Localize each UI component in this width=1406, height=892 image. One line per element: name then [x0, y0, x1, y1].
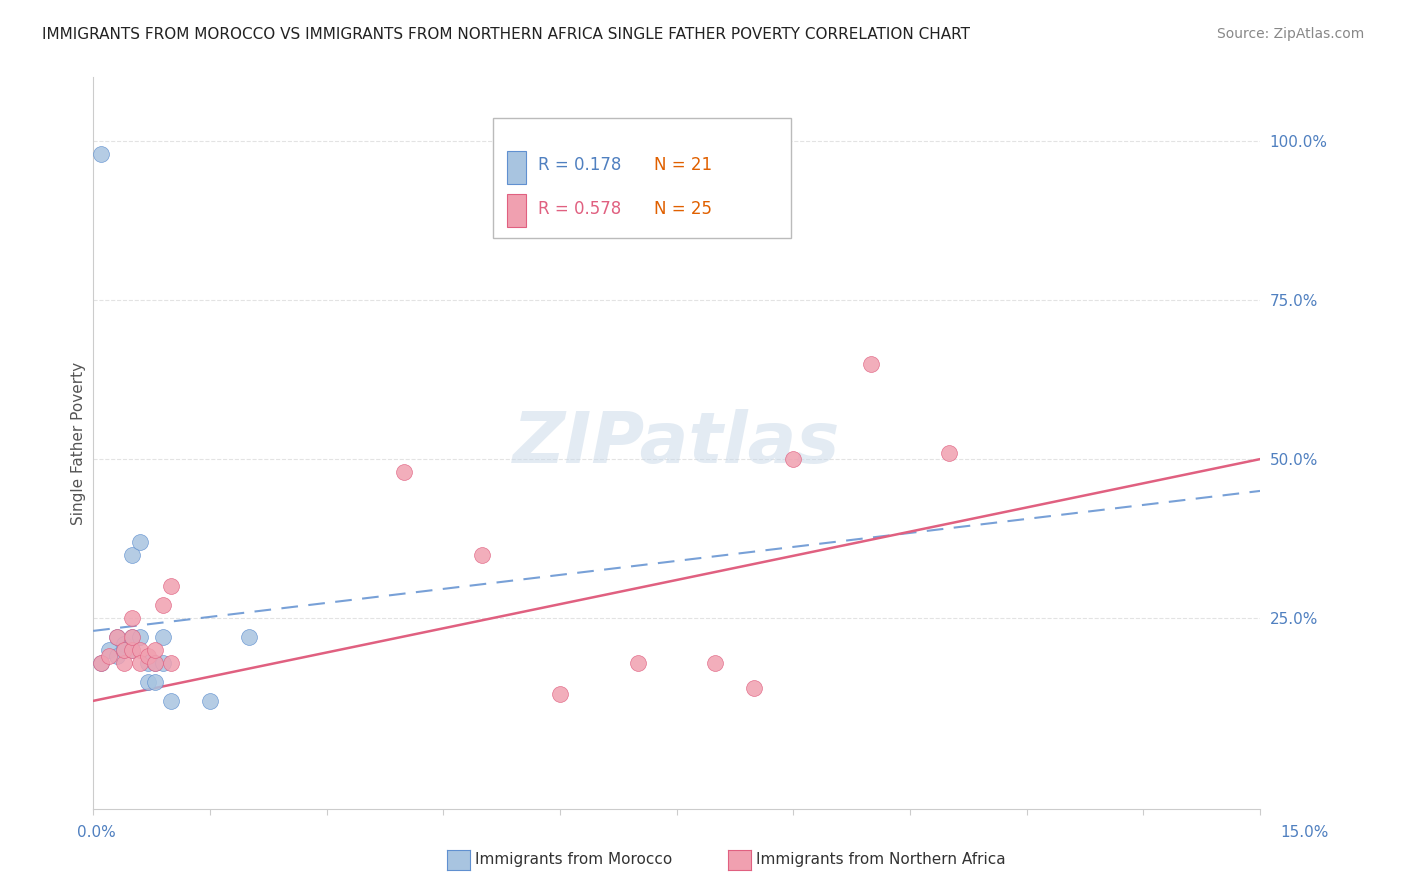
Point — [471, 548, 494, 562]
Point — [121, 630, 143, 644]
Text: 0.0%: 0.0% — [77, 825, 117, 840]
FancyBboxPatch shape — [508, 151, 526, 184]
Point — [744, 681, 766, 695]
Point — [627, 656, 650, 670]
Point — [112, 656, 135, 670]
Point — [121, 611, 143, 625]
Point — [160, 579, 183, 593]
Point — [121, 630, 143, 644]
Point — [160, 656, 183, 670]
Y-axis label: Single Father Poverty: Single Father Poverty — [72, 361, 86, 524]
FancyBboxPatch shape — [508, 194, 526, 227]
Point — [704, 656, 727, 670]
Point — [121, 643, 143, 657]
Point — [548, 688, 571, 702]
Point — [90, 146, 112, 161]
Point — [160, 694, 183, 708]
Text: N = 21: N = 21 — [654, 156, 713, 174]
Text: R = 0.578: R = 0.578 — [537, 200, 637, 219]
Point — [90, 656, 112, 670]
Point — [145, 656, 167, 670]
Point — [112, 643, 135, 657]
Point — [112, 637, 135, 651]
Point — [136, 649, 159, 664]
Point — [938, 446, 960, 460]
Point — [90, 656, 112, 670]
Point — [97, 643, 120, 657]
Text: Source: ZipAtlas.com: Source: ZipAtlas.com — [1216, 27, 1364, 41]
Point — [782, 452, 804, 467]
Point — [152, 599, 174, 613]
Point — [238, 630, 260, 644]
Text: ZIPatlas: ZIPatlas — [513, 409, 841, 478]
Text: N = 25: N = 25 — [654, 200, 713, 219]
Point — [145, 674, 167, 689]
Point — [128, 534, 150, 549]
Point — [145, 643, 167, 657]
Point — [128, 656, 150, 670]
Text: IMMIGRANTS FROM MOROCCO VS IMMIGRANTS FROM NORTHERN AFRICA SINGLE FATHER POVERTY: IMMIGRANTS FROM MOROCCO VS IMMIGRANTS FR… — [42, 27, 970, 42]
Text: R = 0.178: R = 0.178 — [537, 156, 637, 174]
Point — [860, 357, 883, 371]
Point — [145, 656, 167, 670]
Text: 15.0%: 15.0% — [1281, 825, 1329, 840]
Text: Immigrants from Northern Africa: Immigrants from Northern Africa — [756, 853, 1007, 867]
Point — [394, 465, 416, 479]
Point — [152, 630, 174, 644]
Point — [121, 548, 143, 562]
Point — [105, 649, 128, 664]
Point — [136, 674, 159, 689]
Point — [198, 694, 221, 708]
Text: Immigrants from Morocco: Immigrants from Morocco — [475, 853, 672, 867]
Point — [128, 630, 150, 644]
Point — [128, 643, 150, 657]
Point — [105, 630, 128, 644]
Point — [121, 643, 143, 657]
Point — [152, 656, 174, 670]
FancyBboxPatch shape — [494, 118, 792, 238]
Point — [136, 656, 159, 670]
Point — [97, 649, 120, 664]
Point — [112, 643, 135, 657]
Point — [105, 630, 128, 644]
